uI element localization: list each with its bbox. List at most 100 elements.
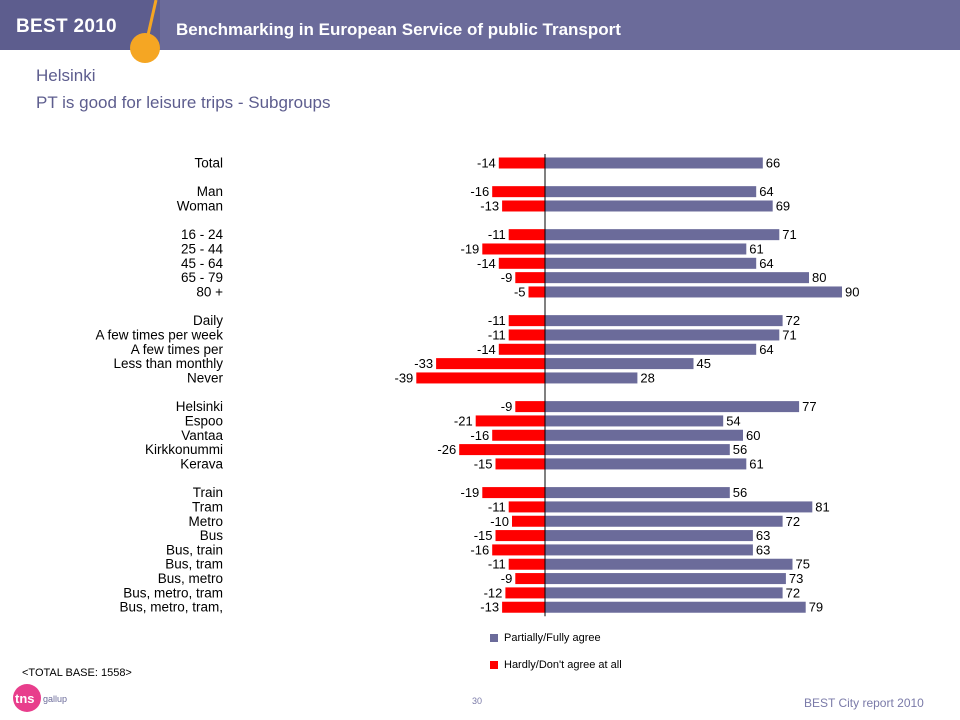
- data-label-agree: 63: [756, 528, 770, 543]
- bar-disagree: [495, 458, 545, 470]
- data-label-agree: 80: [812, 270, 826, 285]
- bar-agree: [545, 515, 783, 527]
- bar-disagree: [512, 515, 545, 527]
- legend-label-disagree: Hardly/Don't agree at all: [504, 659, 622, 671]
- brand-label: BEST 2010: [16, 16, 117, 37]
- bar-agree: [545, 286, 842, 298]
- data-label-agree: 64: [759, 184, 773, 199]
- bar-disagree: [508, 558, 545, 570]
- bar-disagree: [505, 587, 545, 599]
- bar-agree: [545, 186, 757, 198]
- category-label: A few times per: [131, 342, 224, 357]
- category-label: Bus: [200, 528, 224, 543]
- data-label-agree: 54: [726, 413, 740, 428]
- bar-agree: [545, 501, 813, 513]
- category-label: Espoo: [185, 413, 223, 428]
- legend-swatch-agree: [490, 634, 498, 643]
- bar-agree: [545, 444, 730, 456]
- bar-agree: [545, 458, 747, 470]
- legend-label-agree: Partially/Fully agree: [504, 632, 601, 644]
- bar-agree: [545, 315, 783, 327]
- bar-agree: [545, 343, 757, 355]
- page-subtitle: PT is good for leisure trips - Subgroups: [36, 93, 331, 112]
- bar-agree: [545, 429, 743, 441]
- data-label-agree: 81: [815, 499, 829, 514]
- data-label-disagree: -26: [437, 442, 456, 457]
- category-label: Train: [193, 485, 223, 500]
- bar-agree: [545, 544, 753, 556]
- data-label-agree: 45: [697, 356, 711, 371]
- category-label: Bus, metro, tram: [123, 585, 223, 600]
- category-label: 80 +: [196, 284, 223, 299]
- category-label: Bus, metro: [158, 571, 223, 586]
- bar-disagree: [508, 315, 545, 327]
- data-label-agree: 60: [746, 428, 760, 443]
- legend-item-disagree: Hardly/Don't agree at all: [490, 659, 622, 671]
- data-label-agree: 64: [759, 342, 773, 357]
- tns-gallup-logo: tns gallup: [13, 684, 67, 712]
- bar-agree: [545, 229, 780, 241]
- bar-disagree: [475, 415, 545, 427]
- data-label-disagree: -16: [470, 542, 489, 557]
- bar-agree: [545, 200, 773, 212]
- header-title: Benchmarking in European Service of publ…: [176, 20, 621, 39]
- data-label-disagree: -10: [490, 514, 509, 529]
- bar-agree: [545, 243, 747, 255]
- category-label: Kirkkonummi: [145, 442, 223, 457]
- data-label-agree: 28: [640, 370, 654, 385]
- data-label-disagree: -13: [480, 600, 499, 615]
- category-label: 45 - 64: [181, 256, 224, 271]
- bar-agree: [545, 257, 757, 269]
- bar-agree: [545, 587, 783, 599]
- bar-agree: [545, 573, 786, 585]
- page-title: Helsinki: [36, 66, 96, 85]
- data-label-disagree: -5: [514, 284, 526, 299]
- category-label: A few times per week: [95, 327, 223, 342]
- data-label-agree: 72: [786, 585, 800, 600]
- category-label: Never: [187, 370, 224, 385]
- data-label-agree: 64: [759, 256, 773, 271]
- bar-disagree: [502, 601, 545, 613]
- data-label-disagree: -11: [488, 557, 506, 572]
- legend-item-agree: Partially/Fully agree: [490, 632, 601, 644]
- data-label-disagree: -9: [501, 270, 513, 285]
- bar-disagree: [495, 530, 545, 542]
- category-label: Bus, metro, tram,: [119, 600, 223, 615]
- bar-agree: [545, 372, 638, 384]
- data-label-disagree: -15: [474, 528, 493, 543]
- total-base-note: <TOTAL BASE: 1558>: [22, 667, 132, 679]
- bar-agree: [545, 558, 793, 570]
- orange-circle-icon: [130, 0, 160, 63]
- bar-disagree: [498, 157, 545, 169]
- data-label-agree: 72: [786, 514, 800, 529]
- data-label-agree: 63: [756, 542, 770, 557]
- data-label-agree: 72: [786, 313, 800, 328]
- data-label-agree: 61: [749, 241, 763, 256]
- data-label-disagree: -21: [454, 413, 473, 428]
- bar-disagree: [482, 487, 545, 499]
- bar-agree: [545, 401, 800, 413]
- data-label-agree: 66: [766, 156, 780, 171]
- bar-agree: [545, 487, 730, 499]
- category-label: 25 - 44: [181, 241, 224, 256]
- bar-agree: [545, 415, 724, 427]
- data-label-disagree: -11: [488, 327, 506, 342]
- data-label-disagree: -9: [501, 399, 513, 414]
- data-label-agree: 56: [733, 485, 747, 500]
- bar-disagree: [515, 573, 545, 585]
- data-label-disagree: -15: [474, 456, 493, 471]
- data-label-agree: 73: [789, 571, 803, 586]
- data-label-disagree: -14: [477, 156, 496, 171]
- data-label-disagree: -39: [395, 370, 414, 385]
- data-label-disagree: -11: [488, 227, 506, 242]
- bar-disagree: [515, 401, 545, 413]
- data-label-disagree: -19: [461, 485, 480, 500]
- category-label: Bus, tram: [165, 557, 223, 572]
- category-label: 65 - 79: [181, 270, 223, 285]
- bar-agree: [545, 530, 753, 542]
- category-label: Man: [197, 184, 223, 199]
- bar-disagree: [498, 343, 545, 355]
- category-label: Tram: [192, 499, 223, 514]
- data-label-agree: 79: [809, 600, 823, 615]
- bar-disagree: [482, 243, 545, 255]
